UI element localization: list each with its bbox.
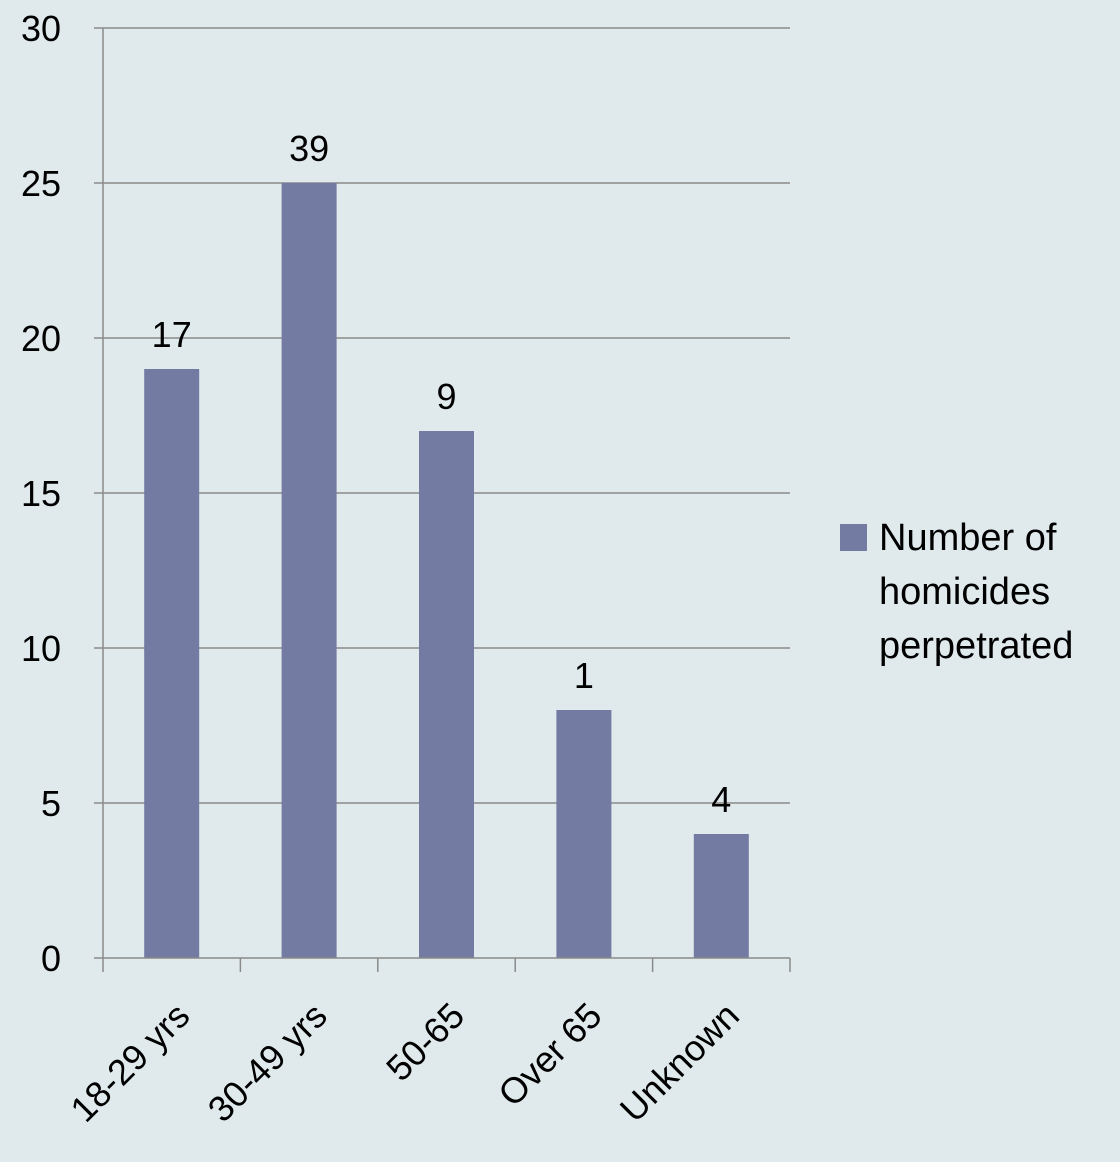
data-label: 39	[289, 128, 329, 169]
data-label: 17	[152, 314, 192, 355]
bar	[693, 834, 749, 958]
bar	[144, 369, 200, 958]
x-tick-labels: 18-29 yrs 30-49 yrs 50-65 Over 65 Unknown	[62, 995, 747, 1130]
data-labels: 17 39 9 1 4	[152, 128, 732, 820]
y-tick-label: 25	[21, 163, 61, 204]
x-tick-label: Unknown	[612, 995, 747, 1130]
x-tick-label: 18-29 yrs	[62, 995, 197, 1130]
legend-label: homicides	[879, 571, 1050, 613]
bar	[556, 710, 612, 958]
axes	[94, 27, 791, 972]
y-tick-label: 5	[41, 783, 61, 824]
y-tick-label: 20	[21, 318, 61, 359]
data-label: 4	[711, 779, 731, 820]
y-tick-label: 30	[21, 8, 61, 49]
bars	[144, 183, 749, 958]
legend-swatch	[840, 524, 867, 551]
data-label: 9	[436, 376, 456, 417]
x-tick-label: 50-65	[378, 995, 472, 1089]
y-tick-label: 15	[21, 473, 61, 514]
bar	[419, 431, 474, 958]
data-label: 1	[574, 655, 594, 696]
bar	[281, 183, 337, 958]
y-tick-labels: 0 5 10 15 20 25 30	[21, 8, 61, 979]
y-tick-label: 0	[41, 938, 61, 979]
legend-label: Number of	[879, 517, 1057, 559]
x-tick-label: 30-49 yrs	[200, 995, 335, 1130]
y-tick-label: 10	[21, 628, 61, 669]
legend: Number of homicides perpetrated	[840, 517, 1073, 667]
x-tick-label: Over 65	[490, 995, 610, 1115]
legend-label: perpetrated	[879, 625, 1073, 667]
